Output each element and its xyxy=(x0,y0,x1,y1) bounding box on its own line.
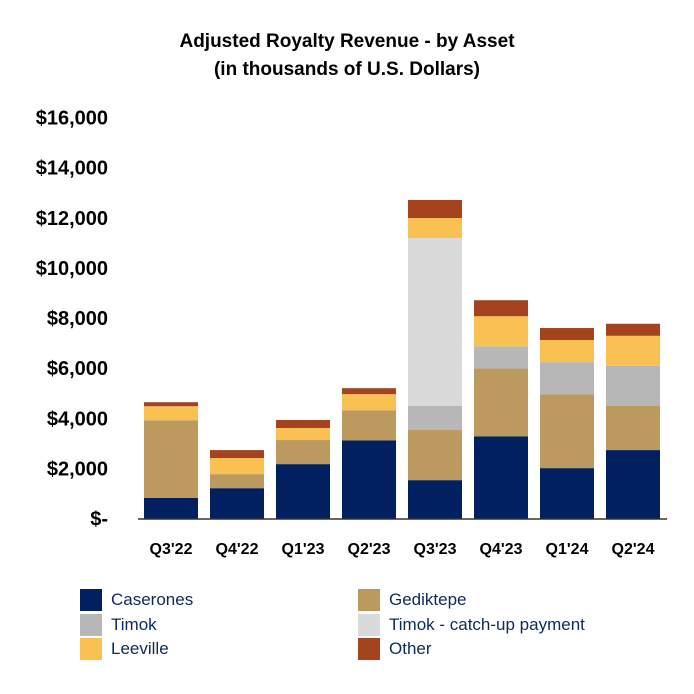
bar-segment-gediktepe xyxy=(408,430,462,481)
bar-segment-caserones xyxy=(474,436,528,519)
bar-segment-timok xyxy=(474,346,528,369)
legend-item: Timok - catch-up payment xyxy=(358,614,585,636)
legend-label: Leeville xyxy=(111,639,169,658)
legend-item: Other xyxy=(358,638,432,660)
bar-segment-gediktepe xyxy=(144,420,198,498)
legend-label: Timok - catch-up payment xyxy=(389,615,585,634)
bar-segment-caserones xyxy=(408,480,462,519)
bar-segment-gediktepe xyxy=(606,405,660,451)
x-tick-label: Q1'24 xyxy=(546,541,589,558)
bar-segment-timok xyxy=(606,365,660,406)
bar-segment-leeville xyxy=(210,458,264,475)
bar-segment-caserones xyxy=(276,464,330,519)
x-tick-label: Q2'24 xyxy=(612,541,655,558)
y-tick-label: $14,000 xyxy=(36,158,108,180)
legend-swatch xyxy=(358,614,380,636)
legend-label: Other xyxy=(389,639,432,658)
bar-segment-leeville xyxy=(606,335,660,366)
y-tick-label: $6,000 xyxy=(47,358,108,380)
bar-segment-leeville xyxy=(540,340,594,363)
legend-swatch xyxy=(80,614,102,636)
bar-segment-leeville xyxy=(408,218,462,239)
legend-item: Leeville xyxy=(80,638,169,660)
x-tick-label: Q1'23 xyxy=(282,541,325,558)
x-tick-label: Q2'23 xyxy=(348,541,391,558)
bar-segment-other xyxy=(144,402,198,407)
legend-swatch xyxy=(358,638,380,660)
bar-segment-other xyxy=(342,388,396,395)
legend-item: Timok xyxy=(80,614,157,636)
bar-segment-timok xyxy=(408,405,462,431)
y-tick-label: $10,000 xyxy=(36,258,108,280)
legend-item: Gediktepe xyxy=(358,589,467,611)
legend-swatch xyxy=(80,589,102,611)
bar-segment-other xyxy=(474,300,528,317)
bar-segment-caserones xyxy=(606,450,660,519)
bar-segment-leeville xyxy=(276,428,330,441)
bar-segment-gediktepe xyxy=(210,474,264,489)
x-tick-label: Q4'23 xyxy=(480,541,523,558)
bar-segment-leeville xyxy=(144,406,198,421)
y-tick-label: $- xyxy=(90,509,108,531)
legend-label: Timok xyxy=(111,615,157,634)
bar-segment-caserones xyxy=(144,497,198,519)
x-tick-label: Q4'22 xyxy=(216,541,259,558)
legend-item: Caserones xyxy=(80,589,193,611)
bar-segment-caserones xyxy=(210,488,264,519)
bar-segment-other xyxy=(540,328,594,341)
bar-segment-other xyxy=(408,199,462,219)
legend-label: Gediktepe xyxy=(389,590,467,609)
bar-segment-other xyxy=(606,323,660,336)
bar-segment-gediktepe xyxy=(540,394,594,469)
y-tick-label: $12,000 xyxy=(36,208,108,230)
x-tick-label: Q3'22 xyxy=(150,541,193,558)
y-tick-label: $2,000 xyxy=(47,458,108,480)
x-tick-label: Q3'23 xyxy=(414,541,457,558)
y-tick-label: $16,000 xyxy=(36,108,108,130)
y-tick-label: $4,000 xyxy=(47,408,108,430)
chart-subtitle: (in thousands of U.S. Dollars) xyxy=(213,59,480,80)
bar-segment-leeville xyxy=(474,316,528,347)
legend-swatch xyxy=(358,589,380,611)
bar-segment-other xyxy=(210,450,264,459)
bar-segment-gediktepe xyxy=(342,410,396,441)
legend-label: Caserones xyxy=(111,590,194,609)
bar-segment-timok xyxy=(540,362,594,395)
bar-segment-gediktepe xyxy=(276,440,330,465)
bar-segment-caserones xyxy=(540,468,594,519)
legend-swatch xyxy=(80,638,102,660)
chart-title-line: Adjusted Royalty Revenue - by Asset xyxy=(179,31,515,52)
bar-segment-other xyxy=(276,420,330,429)
chart-title: Adjusted Royalty Revenue - by Asset (in … xyxy=(0,28,694,84)
bar-segment-gediktepe xyxy=(474,368,528,437)
bar-segment-leeville xyxy=(342,394,396,411)
y-tick-label: $8,000 xyxy=(47,308,108,330)
bar-segment-caserones xyxy=(342,440,396,519)
bar-segment-timok-catch-up-payment xyxy=(408,238,462,406)
